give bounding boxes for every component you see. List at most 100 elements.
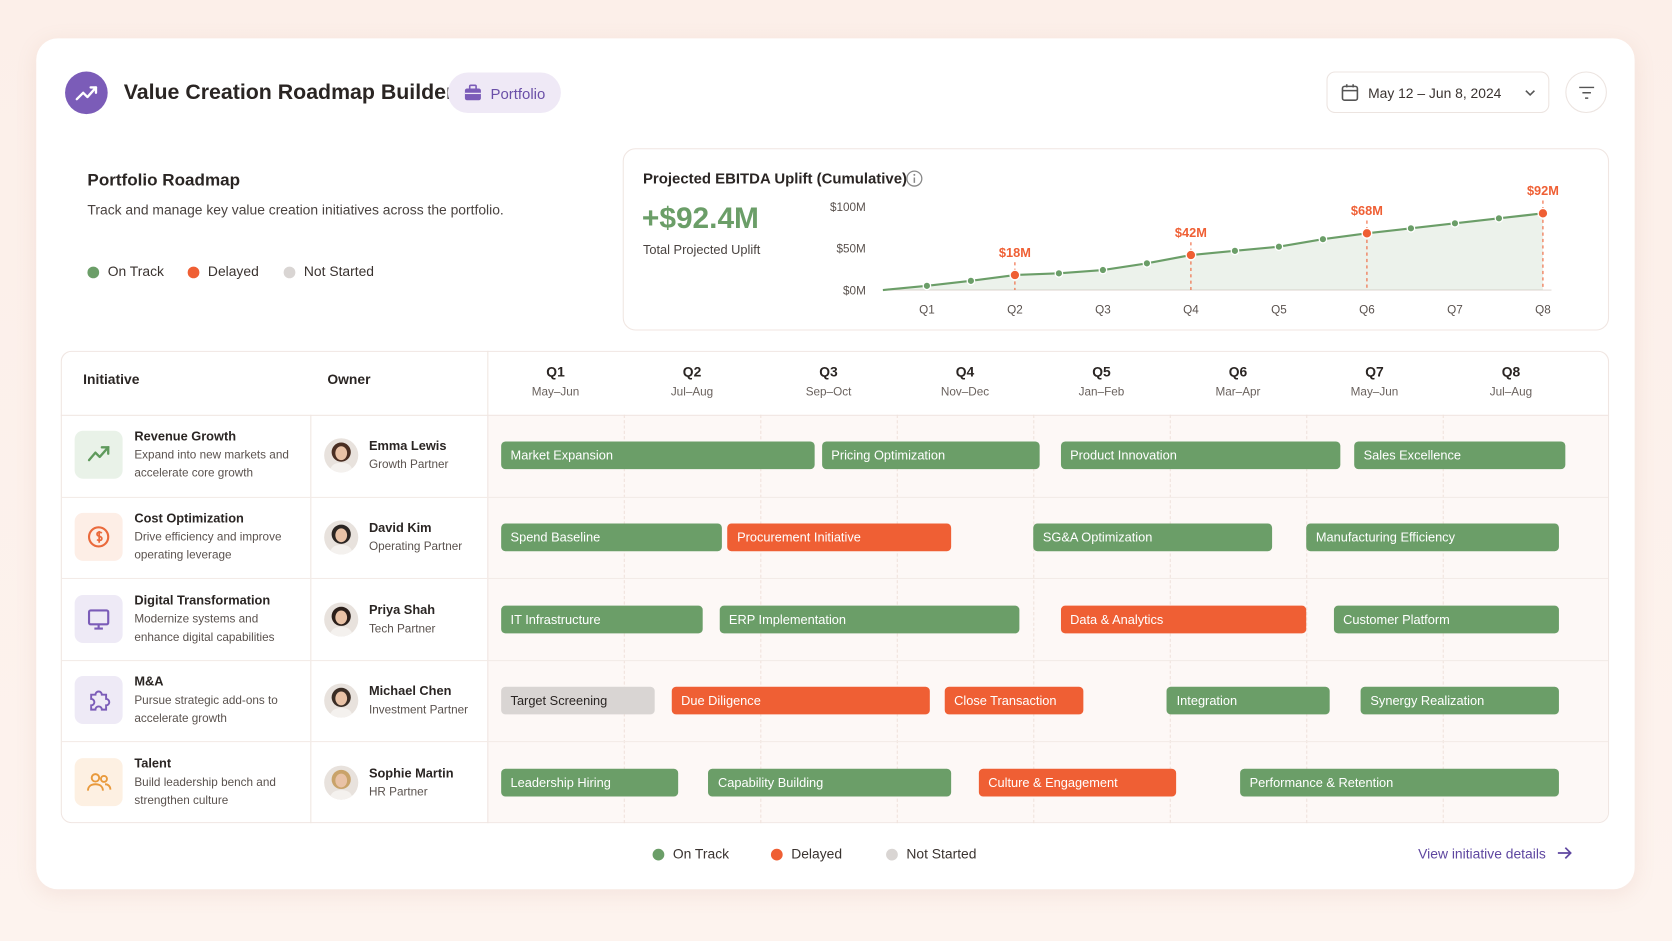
data-label: $68M [1351,203,1383,218]
info-icon[interactable] [905,170,923,188]
point [1230,246,1240,256]
avatar-glyph [329,606,353,637]
row-divider [61,741,1608,743]
quarter-divider [1033,414,1035,824]
avatar-glyph [329,524,353,555]
calendar-icon [1341,84,1359,102]
point [1406,223,1416,233]
chart-card [622,148,1610,331]
date-picker[interactable]: May 12 – Jun 8, 2024 [1326,71,1550,114]
row-divider [61,659,1608,661]
line [882,212,1544,292]
quarter-months: May–Jun [531,386,580,399]
data-label: $18M [999,245,1031,260]
gantt-bar[interactable]: Culture & Engagement [978,768,1177,797]
icon-glyph [87,608,110,630]
owner-avatar [324,520,359,555]
gantt-bar[interactable]: Procurement Initiative [727,523,952,552]
gantt-bar[interactable]: Synergy Realization [1360,686,1559,715]
y-tick-label: $100M [830,201,866,214]
point [1494,213,1504,223]
gantt-bar[interactable]: Capability Building [708,768,952,797]
initiative-icon [74,431,123,480]
initiative-icon [74,676,123,725]
gantt-bar[interactable]: Integration [1166,686,1330,715]
initiative-description: Build leadership bench and strengthen cu… [134,775,276,807]
legend-dot [187,266,200,279]
details-link[interactable]: View initiative details [1418,845,1546,862]
quarter-months: Sep–Oct [805,386,852,399]
gantt-bar[interactable]: Data & Analytics [1060,605,1307,633]
initiative-description: Pursue strategic add-ons to accelerate g… [134,694,278,726]
legend-dot [283,266,296,279]
legend-label: Delayed [791,845,843,862]
point [1185,249,1197,261]
gantt-bar[interactable]: Performance & Retention [1240,768,1559,797]
line-chart: $0M $50M $100M Q1 Q2 Q3 Q4 Q5 Q6 Q7 Q8 $18M $42M $68M… [830,183,1559,316]
gantt-bar[interactable]: Manufacturing Efficiency [1306,523,1559,552]
section-title: Portfolio Roadmap [87,171,241,190]
icon-glyph [87,772,112,791]
legend-label: On Track [107,263,164,280]
gantt-bar[interactable]: Spend Baseline [500,523,723,552]
owner-name: Sophie Martin [368,765,454,781]
portfolio-badge[interactable]: Portfolio [447,72,561,114]
header-divider [60,414,1610,416]
app-title: Value Creation Roadmap Builder [123,81,455,105]
gantt-bar[interactable]: Product Innovation [1060,441,1341,470]
x-tick-label: Q8 [1535,303,1551,316]
legend-label: Delayed [207,263,259,280]
avatar-glyph [329,769,353,800]
quarter-name: Q5 [1092,363,1111,380]
initiative-name: M&A [134,674,164,689]
gantt-bar[interactable]: Leadership Hiring [500,768,679,797]
gantt-bar[interactable]: Pricing Optimization [821,441,1041,470]
initiative-description: Expand into new markets and accelerate c… [134,449,289,481]
owner-name: David Kim [368,520,432,536]
gantt-bar[interactable]: Due Diligence [671,686,930,715]
point [922,281,932,291]
x-tick-label: Q3 [1095,303,1111,316]
x-tick-label: Q7 [1447,303,1463,316]
initiative-name: Digital Transformation [134,592,271,608]
roadmap-table [60,350,1610,824]
arrow-icon[interactable] [1557,846,1574,861]
point [1009,269,1021,281]
initiative-icon [74,594,123,643]
gantt-bar[interactable]: Close Transaction [944,686,1084,715]
gantt-bar[interactable]: Sales Excellence [1353,441,1566,470]
gantt-bar[interactable]: ERP Implementation [719,605,1020,633]
initiative-description: Modernize systems and enhance digital ca… [134,612,275,644]
quarter-name: Q6 [1228,363,1248,380]
quarter-name: Q7 [1365,363,1384,380]
owner-role: Growth Partner [368,458,449,472]
quarter-name: Q3 [819,363,838,380]
filter-icon [1579,86,1595,99]
point [1098,265,1108,275]
badge-icon [464,84,481,101]
gantt-bar[interactable]: IT Infrastructure [500,605,703,633]
gantt-bar[interactable]: SG&A Optimization [1033,523,1273,552]
quarter-months: Jan–Feb [1078,386,1125,399]
headline-value: +$92.4M [641,201,759,235]
column-header: Owner [327,371,371,388]
owner-name: Michael Chen [368,683,452,699]
legend-dot [652,848,665,861]
gantt-bar[interactable]: Market Expansion [500,441,815,470]
quarter-name: Q1 [546,363,565,380]
filter-button[interactable] [1565,71,1607,114]
owner-avatar [324,683,359,718]
point [1142,258,1152,268]
legend-label: On Track [672,845,730,862]
initiative-icon [74,757,123,806]
point [966,276,976,286]
x-tick-label: Q6 [1359,303,1375,316]
point [1361,227,1373,239]
gantt-bar[interactable]: Customer Platform [1333,605,1559,633]
gantt-bar[interactable]: Target Screening [500,686,656,715]
point [1318,234,1328,244]
row-divider [61,578,1608,580]
point [1054,268,1064,278]
